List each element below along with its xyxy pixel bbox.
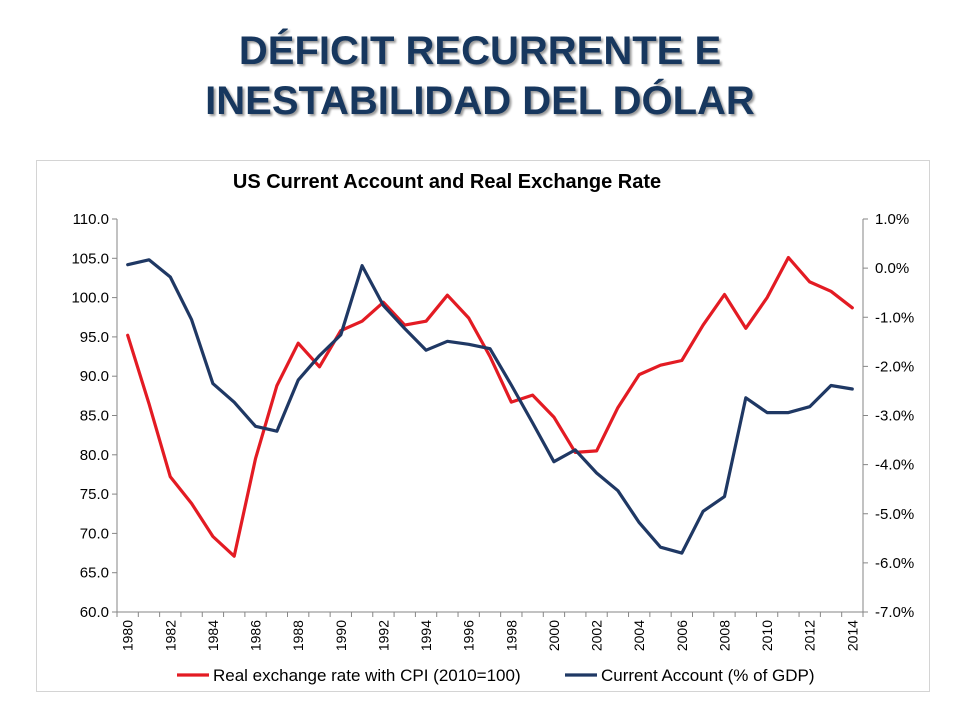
x-axis-tick-label: 1986	[248, 620, 264, 651]
x-axis-tick-label: 2006	[674, 620, 690, 651]
right-axis-tick-label: -2.0%	[875, 358, 914, 375]
right-axis-tick-label: -6.0%	[875, 555, 914, 572]
x-axis-tick-label: 1994	[418, 620, 434, 651]
left-axis-tick-label: 105.0	[71, 250, 109, 267]
x-axis-tick-label: 2004	[631, 620, 647, 651]
x-axis-tick-label: 1996	[461, 620, 477, 651]
x-axis-tick-label: 1988	[290, 620, 306, 651]
left-axis-tick-label: 65.0	[80, 565, 109, 582]
x-axis-tick-label: 1982	[162, 620, 178, 651]
left-axis-tick-label: 90.0	[80, 368, 109, 385]
left-axis-tick-label: 80.0	[80, 447, 109, 464]
right-axis-tick-label: -5.0%	[875, 506, 914, 523]
left-axis-tick-label: 85.0	[80, 408, 109, 425]
x-axis-tick-label: 1990	[333, 620, 349, 651]
left-axis-tick-label: 60.0	[80, 604, 109, 621]
right-axis-tick-label: -1.0%	[875, 309, 914, 326]
x-axis-tick-label: 2000	[546, 620, 562, 651]
slide-title-line-2: INESTABILIDAD DEL DÓLAR	[205, 79, 755, 123]
chart-legend: Real exchange rate with CPI (2010=100) Cu…	[177, 666, 815, 685]
chart-frame: US Current Account and Real Exchange Rat…	[36, 160, 930, 692]
left-axis-tick-label: 70.0	[80, 525, 109, 542]
right-axis-tick-label: -4.0%	[875, 457, 914, 474]
slide-title: DÉFICIT RECURRENTE E INESTABILIDAD DEL D…	[0, 26, 960, 126]
right-axis-tick-label: -3.0%	[875, 408, 914, 425]
series-line-1	[126, 255, 854, 558]
x-axis-tick-label: 2008	[716, 620, 732, 651]
legend-label-2: Current Account (% of GDP)	[601, 666, 815, 685]
left-axis-tick-label: 75.0	[80, 486, 109, 503]
right-axis-tick-label: 0.0%	[875, 260, 909, 277]
line-chart: US Current Account and Real Exchange Rat…	[71, 171, 914, 685]
left-axis-tick-label: 110.0	[73, 211, 109, 228]
right-axis-tick-label: 1.0%	[875, 211, 909, 228]
x-axis-tick-label: 1992	[375, 620, 391, 651]
x-axis-tick-label: 2002	[589, 620, 605, 651]
x-axis-tick-label: 2010	[759, 620, 775, 651]
slide-title-line-1: DÉFICIT RECURRENTE E	[238, 29, 722, 73]
left-axis-tick-label: 100.0	[71, 290, 109, 307]
x-axis-tick-label: 2014	[844, 620, 860, 651]
legend-label-1: Real exchange rate with CPI (2010=100)	[213, 666, 521, 685]
right-axis-tick-label: -7.0%	[875, 604, 914, 621]
chart-title: US Current Account and Real Exchange Rat…	[233, 171, 661, 193]
x-axis-tick-label: 2012	[802, 620, 818, 651]
x-axis-tick-label: 1980	[120, 620, 136, 651]
chart-axes: 60.0 65.0 70.0 75.0 80.0 85.0 90.0 95.0 100.0 105…	[71, 211, 914, 651]
x-axis-tick-label: 1984	[205, 620, 221, 651]
x-axis-tick-label: 1998	[503, 620, 519, 651]
series-line-2	[126, 258, 854, 555]
chart-series	[126, 255, 854, 558]
left-axis-tick-label: 95.0	[80, 329, 109, 346]
